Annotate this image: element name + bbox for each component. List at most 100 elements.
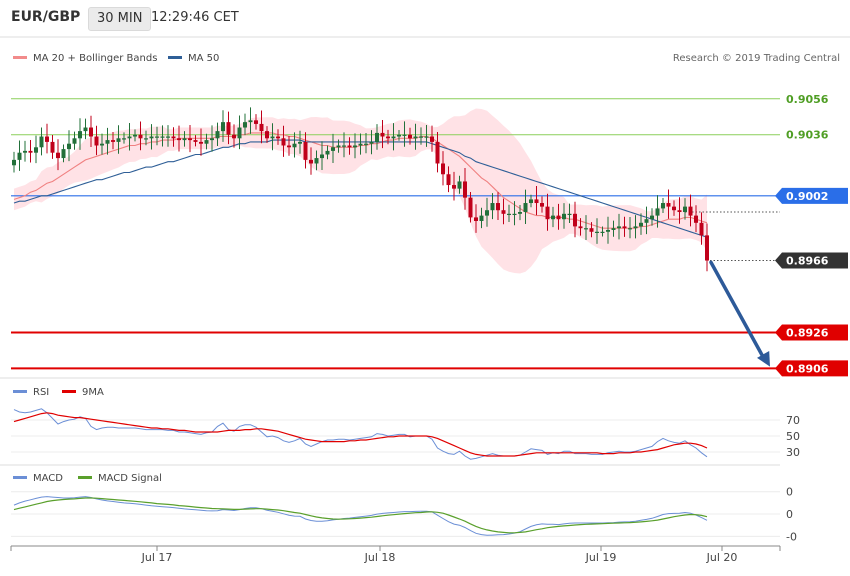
x-day-label-2: Jul 19 [585,551,617,564]
candle-body-2 [23,150,27,153]
candle-body-5 [39,136,44,148]
candle-body-50 [287,145,291,148]
rsi-panel: 70 50 30 [11,408,800,460]
candle-body-83 [468,197,473,218]
last-price-tag [775,252,848,269]
candle-body-126 [705,235,709,261]
candle-body-58 [331,147,335,151]
legend-swatch-macd-signal [78,476,92,479]
support-tag-5 [775,360,848,377]
candle-body-24 [144,138,148,140]
legend-swatch-9ma [62,390,76,393]
candle-body-29 [171,136,176,139]
legend-swatch-ma50 [168,56,182,59]
candle-body-122 [683,206,687,213]
candle-body-3 [28,150,33,153]
candle-body-51 [292,143,297,148]
candle-body-87 [490,203,495,211]
candle-body-121 [677,210,682,213]
candle-body-77 [435,141,440,164]
candle-body-107 [600,231,605,233]
candle-body-124 [694,215,698,223]
candle-body-54 [309,159,313,164]
candle-body-57 [325,150,330,155]
candle-body-59 [336,145,341,148]
candle-body-46 [265,131,269,139]
candle-body-101 [567,213,572,216]
candle-body-9 [61,149,66,159]
chart-header: EUR/GBP 30 MIN 12:29:46 CET [0,0,850,36]
candle-body-78 [441,163,445,175]
resistance-label-0: 0.9056 [786,93,829,106]
candle-body-118 [661,203,665,209]
macd-legend: MACD MACD Signal [13,473,162,484]
candle-body-80 [452,185,456,189]
candle-body-16 [100,143,104,146]
macd-tick-label-2: -0 [786,530,797,543]
legend-label-rsi: RSI [33,387,49,398]
rsi-9ma-line [13,412,708,457]
candle-body-1 [17,152,22,160]
candle-body-84 [474,217,478,221]
x-day-label-1: Jul 18 [364,551,396,564]
legend-label-macd: MACD [33,473,63,484]
legend-swatch-rsi [13,390,27,393]
candle-body-11 [72,138,77,144]
candle-body-22 [133,134,137,137]
candle-body-26 [155,136,159,138]
candle-body-28 [166,136,170,138]
candle-body-33 [193,140,198,142]
candle-body-15 [94,136,99,146]
resistance-label-1: 0.9036 [786,129,829,142]
candle-body-18 [111,140,115,142]
candle-body-85 [479,215,484,221]
candle-body-69 [391,136,396,139]
candle-body-88 [496,203,500,211]
timeframe-selector[interactable]: 30 MIN [88,7,152,31]
candle-body-17 [105,140,110,144]
candle-body-60 [342,145,346,147]
candle-body-44 [254,120,258,124]
candle-body-64 [364,143,368,145]
candle-body-32 [188,138,192,141]
candle-body-76 [430,136,434,142]
candle-body-120 [672,206,676,211]
last-price-label: 0.8966 [786,255,829,268]
candle-body-63 [358,143,363,146]
candle-body-13 [83,127,88,132]
candle-body-72 [408,134,412,139]
candle-body-4 [34,147,38,153]
candle-body-82 [463,181,467,198]
support-label-5: 0.8906 [786,362,829,375]
price-panel: 0.9056 0.9036 0.9002 0.8966 0.8926 0.8906 [11,93,848,377]
candle-body-42 [243,122,247,128]
candle-body-79 [446,174,451,186]
candle-body-25 [149,136,154,139]
x-day-label-0: Jul 17 [141,551,173,564]
candle-body-56 [320,154,324,159]
candle-body-34 [199,141,203,144]
candle-body-115 [644,219,649,223]
candle-body-45 [259,123,264,132]
candle-body-27 [160,136,165,138]
bollinger-band [14,108,707,274]
candle-body-99 [556,215,561,220]
legend-label-ma50: MA 50 [188,53,219,64]
symbol-label: EUR/GBP [11,9,81,25]
candle-body-91 [512,213,517,216]
candle-body-75 [424,136,429,138]
candle-body-19 [116,138,121,142]
x-axis: Jul 17 Jul 18 Jul 19 Jul 20 [10,546,781,564]
legend-swatch-macd [13,476,27,479]
rsi-tick-label-2: 30 [786,446,800,459]
price-legend: MA 20 + Bollinger Bands MA 50 [13,53,219,64]
forecast-arrow-shaft [709,260,766,361]
macd-panel: 0 0 -0 [11,486,797,543]
candle-body-48 [276,136,280,139]
candle-body-111 [622,226,627,229]
candle-body-86 [485,210,489,216]
candle-body-37 [215,131,220,139]
legend-label-macd-signal: MACD Signal [98,473,162,484]
candle-body-96 [540,203,544,207]
